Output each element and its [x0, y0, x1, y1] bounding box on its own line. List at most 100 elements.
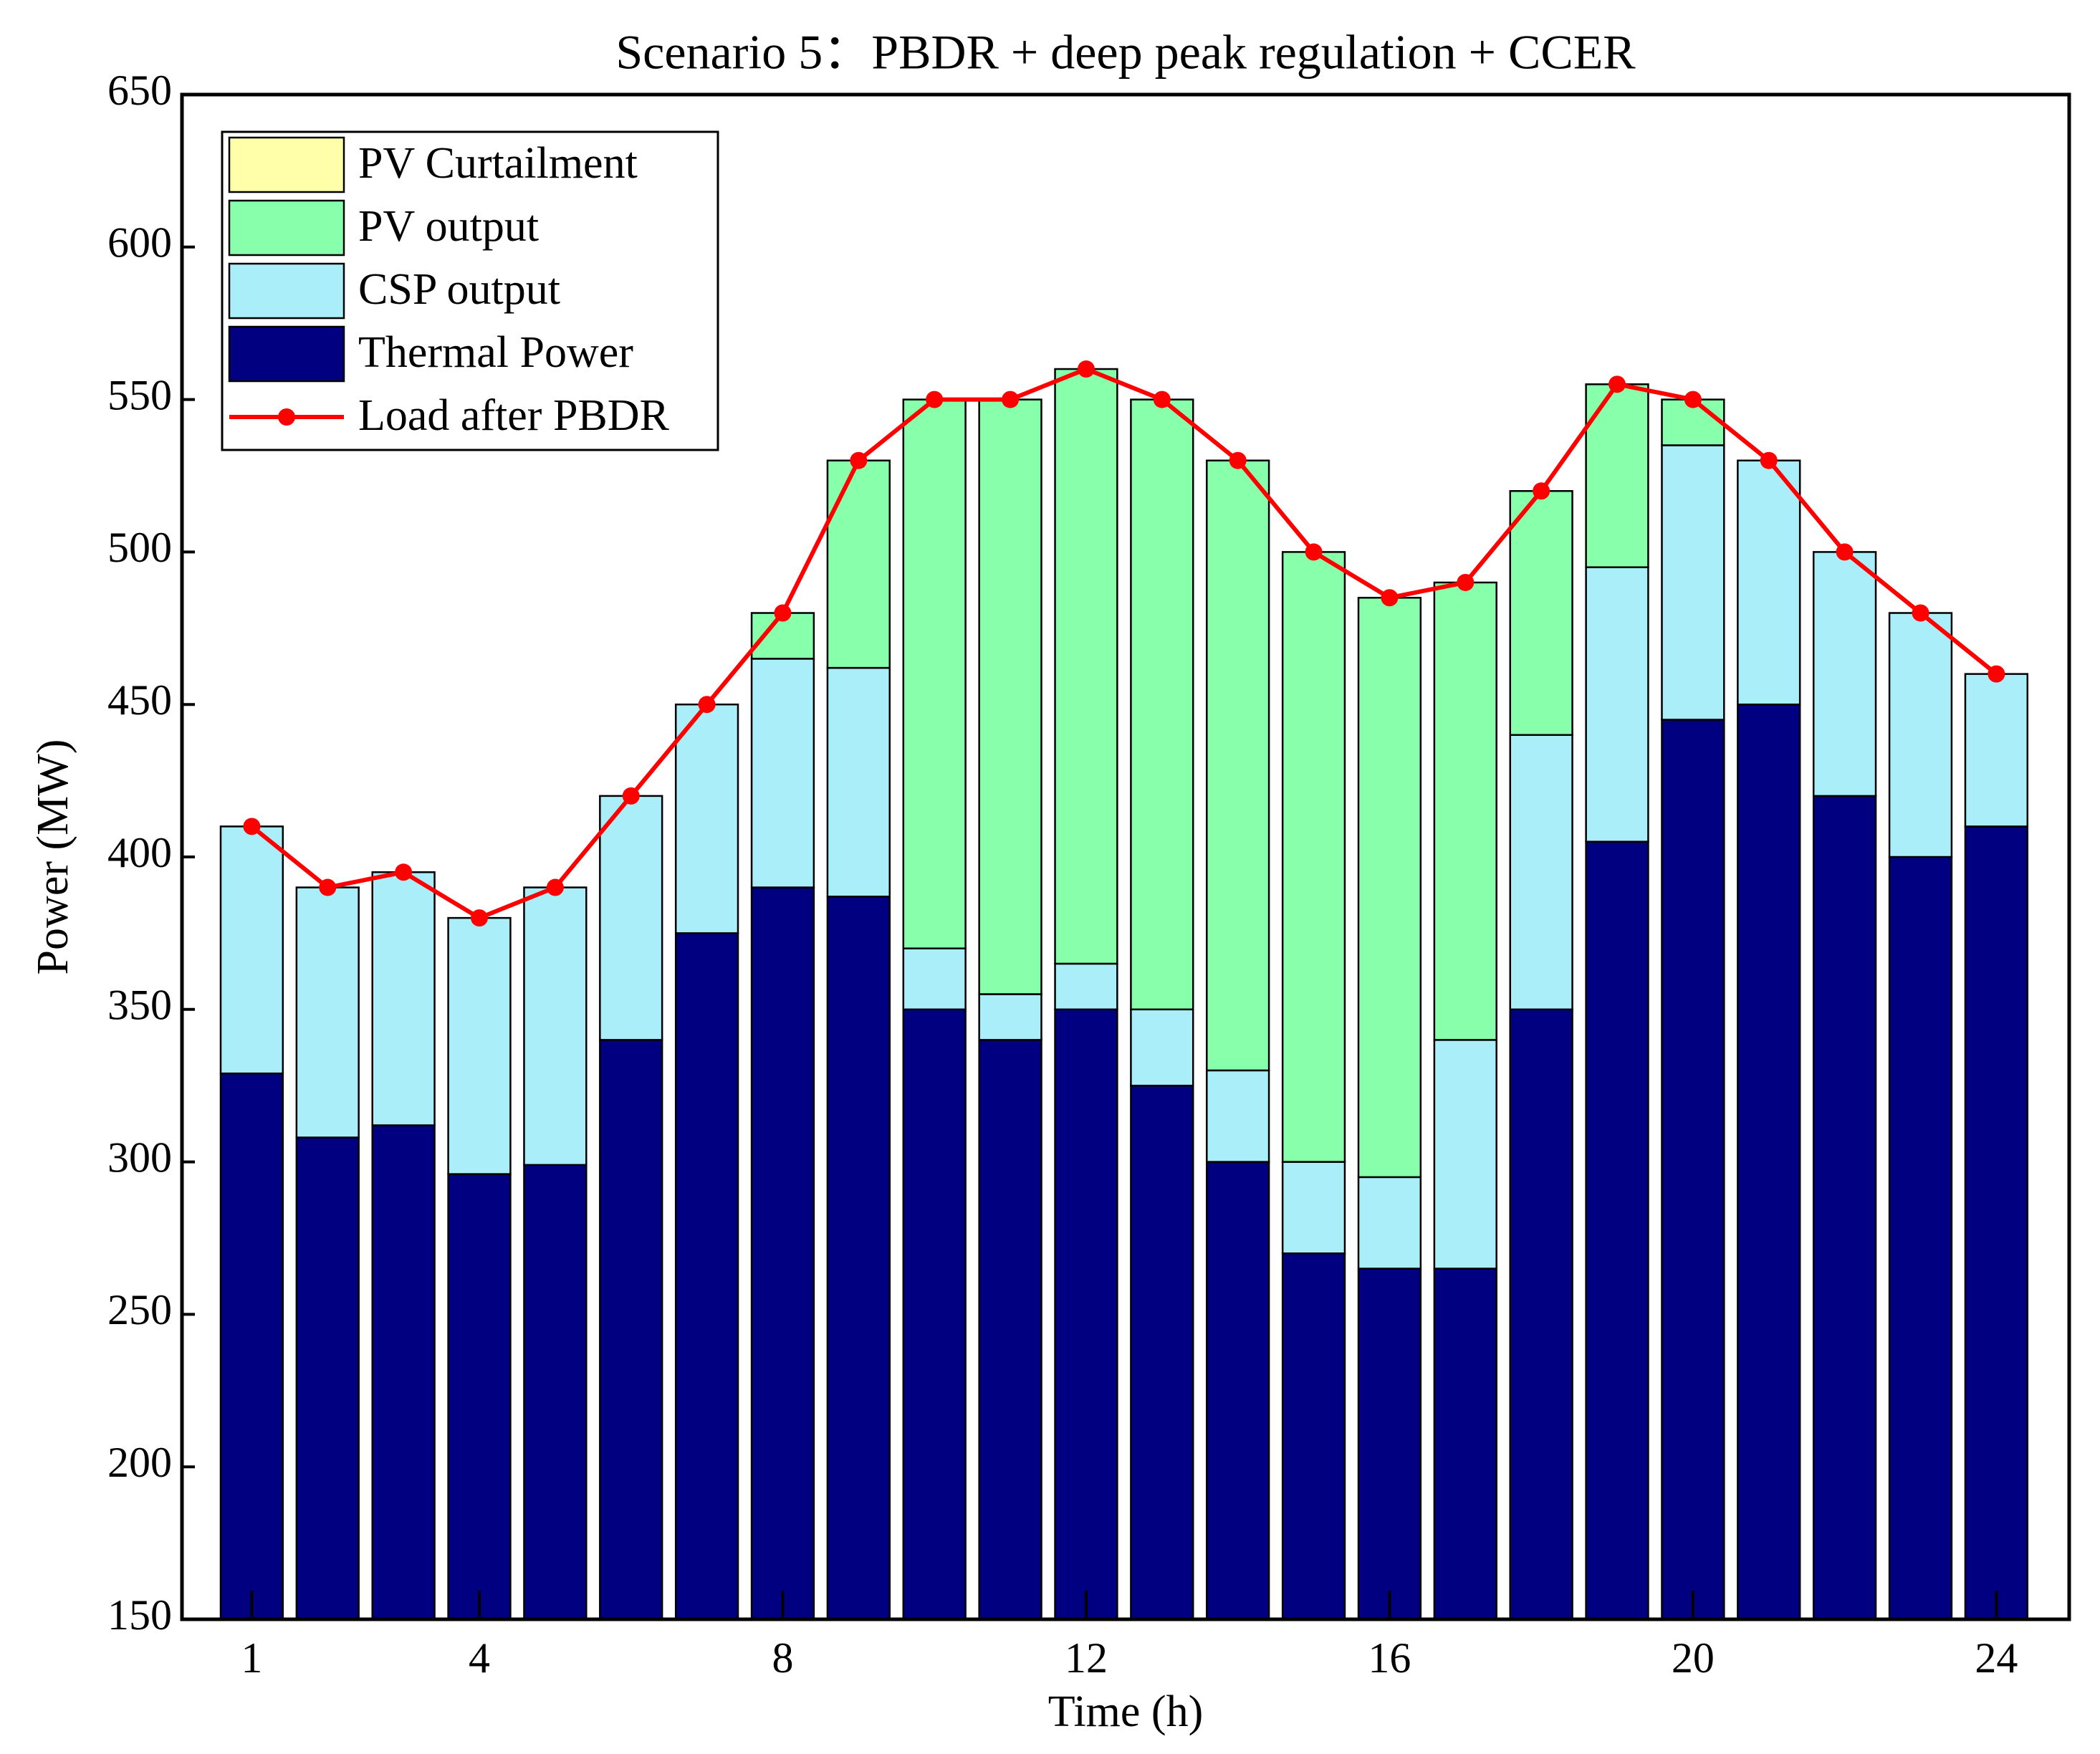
load-marker — [1229, 451, 1247, 469]
bar-segment — [371, 871, 436, 1126]
x-tick-label: 1 — [241, 1634, 262, 1682]
bar-segment — [1433, 1267, 1497, 1621]
bar-segment — [219, 1072, 284, 1621]
legend-swatch — [228, 325, 345, 383]
bar-segment — [1509, 734, 1573, 1011]
y-axis-label: Power (MW) — [29, 739, 77, 975]
y-tick-label: 400 — [107, 829, 172, 876]
bar-segment — [1433, 1039, 1497, 1270]
legend-label: Load after PBDR — [358, 391, 670, 440]
y-tick-label: 300 — [107, 1134, 172, 1181]
legend-swatch — [228, 136, 345, 193]
bar-segment — [447, 1173, 512, 1621]
bar-segment — [978, 398, 1042, 995]
load-marker — [1457, 573, 1475, 591]
bar-segment — [1585, 840, 1649, 1621]
x-tick-label: 8 — [772, 1634, 793, 1682]
load-marker — [926, 390, 944, 408]
bar-segment — [1206, 1069, 1270, 1163]
load-marker — [1760, 451, 1778, 469]
y-tick-label: 150 — [107, 1591, 172, 1639]
load-marker — [1912, 604, 1929, 622]
bar-segment — [1509, 1008, 1573, 1621]
bar-segment — [295, 1136, 360, 1621]
load-marker — [1684, 390, 1702, 408]
x-tick-label: 20 — [1672, 1634, 1715, 1682]
load-marker — [622, 787, 640, 805]
bar-segment — [1206, 459, 1270, 1072]
bar-segment — [1737, 703, 1801, 1621]
bar-segment — [1585, 566, 1649, 843]
bar-segment — [750, 658, 815, 888]
bar-segment — [902, 947, 967, 1011]
y-tick-label: 500 — [107, 524, 172, 571]
bar-segment — [902, 398, 967, 949]
bar-segment — [1206, 1161, 1270, 1621]
legend-swatch — [228, 199, 345, 257]
bar-segment — [1357, 596, 1422, 1179]
load-marker — [471, 909, 489, 927]
x-tick-label: 24 — [1975, 1634, 2018, 1682]
x-tick-label: 12 — [1065, 1634, 1108, 1682]
bar-segment — [1964, 825, 2029, 1621]
x-tick-label: 16 — [1368, 1634, 1411, 1682]
y-tick-label: 450 — [107, 676, 172, 724]
bar-segment — [599, 1039, 663, 1621]
y-tick-label: 600 — [107, 219, 172, 267]
bar-segment — [750, 886, 815, 1621]
load-marker — [1002, 390, 1020, 408]
load-marker — [546, 878, 564, 896]
bar-segment — [523, 886, 588, 1166]
load-marker — [1836, 543, 1854, 561]
bar-segment — [1888, 856, 1953, 1621]
bar-segment — [1661, 719, 1725, 1621]
bar-segment — [902, 1008, 967, 1621]
y-tick-label: 200 — [107, 1439, 172, 1486]
load-marker — [1608, 375, 1626, 393]
legend-label: PV Curtailment — [358, 139, 638, 188]
bar-segment — [1130, 1008, 1194, 1087]
bar-segment — [1812, 551, 1877, 797]
y-tick-label: 350 — [107, 982, 172, 1029]
bar-segment — [1357, 1267, 1422, 1621]
y-tick-label: 250 — [107, 1286, 172, 1333]
legend-label: CSP output — [358, 265, 560, 314]
bar-segment — [599, 795, 663, 1041]
y-tick-label: 550 — [107, 371, 172, 418]
bar-segment — [978, 993, 1042, 1041]
load-marker — [774, 604, 792, 622]
bar-segment — [674, 932, 739, 1621]
bar-segment — [447, 916, 512, 1175]
chart-title: Scenario 5：PBDR + deep peak regulation +… — [615, 25, 1636, 80]
bar-segment — [1054, 962, 1118, 1011]
load-marker — [243, 818, 261, 835]
bar-segment — [1054, 368, 1118, 965]
legend-marker — [278, 408, 295, 426]
load-marker — [319, 878, 337, 896]
legend-label: PV output — [358, 202, 539, 251]
bar-segment — [1281, 1252, 1346, 1621]
bar-segment — [826, 896, 891, 1621]
bar-segment — [371, 1124, 436, 1621]
bar-segment — [1433, 581, 1497, 1041]
bar-segment — [523, 1164, 588, 1621]
bar-segment — [295, 886, 360, 1139]
x-axis-label: Time (h) — [1048, 1687, 1203, 1736]
load-marker — [395, 863, 413, 881]
bar-segment — [1357, 1176, 1422, 1270]
load-marker — [1305, 543, 1323, 561]
load-marker — [1077, 360, 1095, 378]
bar-segment — [1281, 551, 1346, 1163]
bar-segment — [826, 666, 891, 898]
bar-segment — [1964, 673, 2029, 828]
bar-segment — [674, 703, 739, 934]
bar-segment — [1509, 490, 1573, 737]
legend-swatch — [228, 262, 345, 320]
bar-segment — [1888, 612, 1953, 858]
bar-segment — [219, 825, 284, 1075]
bar-segment — [1281, 1161, 1346, 1255]
bar-segment — [1661, 444, 1725, 721]
bar-segment — [1130, 398, 1194, 1011]
bar-segment — [1130, 1084, 1194, 1621]
